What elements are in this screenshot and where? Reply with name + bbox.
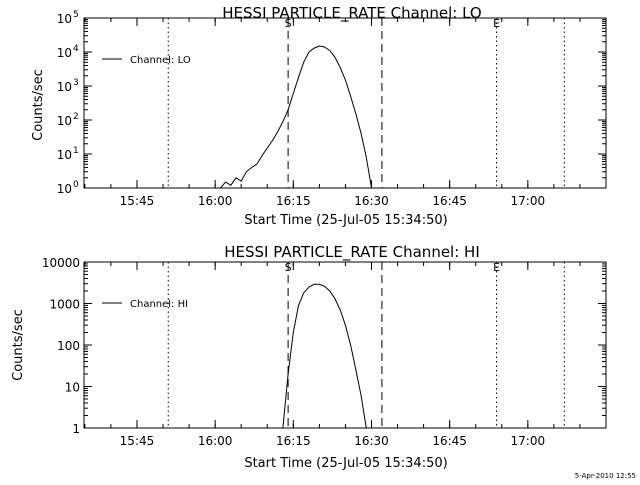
marker-label: E: [493, 17, 500, 30]
legend-label: Channel: LO: [130, 55, 191, 66]
x-tick-label: 17:00: [511, 194, 546, 208]
y-tick-label: 10: [65, 381, 80, 395]
marker-label: E: [493, 261, 500, 274]
y-tick-exponent: 5: [73, 10, 79, 20]
y-tick-label: 10: [57, 148, 72, 162]
x-tick-label: 16:45: [432, 434, 467, 448]
y-tick-label: 10: [57, 46, 72, 60]
legend-label: Channel: HI: [130, 299, 188, 310]
x-tick-label: 16:30: [354, 194, 389, 208]
x-tick-label: 16:45: [432, 194, 467, 208]
y-tick-exponent: 4: [73, 44, 79, 54]
y-axis-label: Counts/sec: [11, 309, 26, 381]
x-tick-label: 16:15: [276, 434, 311, 448]
y-tick-label: 1: [72, 422, 80, 436]
y-tick-exponent: 3: [73, 78, 79, 88]
y-tick-label: 1000: [49, 298, 80, 312]
x-axis-label: Start Time (25-Jul-05 15:34:50): [244, 456, 447, 471]
y-tick-exponent: 0: [73, 180, 79, 190]
timestamp: 5-Apr-2010 12:55: [575, 472, 636, 480]
x-tick-label: 16:15: [276, 194, 311, 208]
y-tick-label: 10: [57, 114, 72, 128]
y-axis-label: Counts/sec: [31, 69, 46, 141]
x-tick-label: 16:30: [354, 434, 389, 448]
x-tick-label: 17:00: [511, 434, 546, 448]
plot-frame: [83, 261, 607, 429]
x-axis-label: Start Time (25-Jul-05 15:34:50): [244, 213, 447, 228]
y-tick-exponent: 1: [73, 146, 79, 156]
y-tick-label: 10: [57, 12, 72, 26]
y-tick-exponent: 2: [73, 112, 79, 122]
series-line: [282, 283, 367, 429]
marker-label: S: [285, 261, 292, 274]
marker-label: S: [285, 17, 292, 30]
chart-title: HESSI PARTICLE_RATE Channel: LO: [222, 4, 481, 23]
y-tick-label: 10: [57, 80, 72, 94]
y-tick-label: 10: [57, 182, 72, 196]
plot-frame: [83, 17, 607, 189]
panel-hi: HESSI PARTICLE_RATE Channel: HI Counts/s…: [11, 243, 607, 471]
x-tick-label: 15:45: [120, 434, 155, 448]
x-tick-label: 16:00: [198, 194, 233, 208]
series-line: [215, 45, 372, 189]
x-tick-label: 15:45: [120, 194, 155, 208]
panel-lo: HESSI PARTICLE_RATE Channel: LO Counts/s…: [31, 4, 607, 228]
x-tick-label: 16:00: [198, 434, 233, 448]
plot-area: 15:45 16:00 16:15 16:30 16:45 17:00 1 10 100 1000…: [42, 256, 607, 448]
chart-title: HESSI PARTICLE_RATE Channel: HI: [224, 243, 480, 262]
y-tick-label: 10000: [42, 256, 80, 270]
y-tick-label: 100: [57, 339, 80, 353]
